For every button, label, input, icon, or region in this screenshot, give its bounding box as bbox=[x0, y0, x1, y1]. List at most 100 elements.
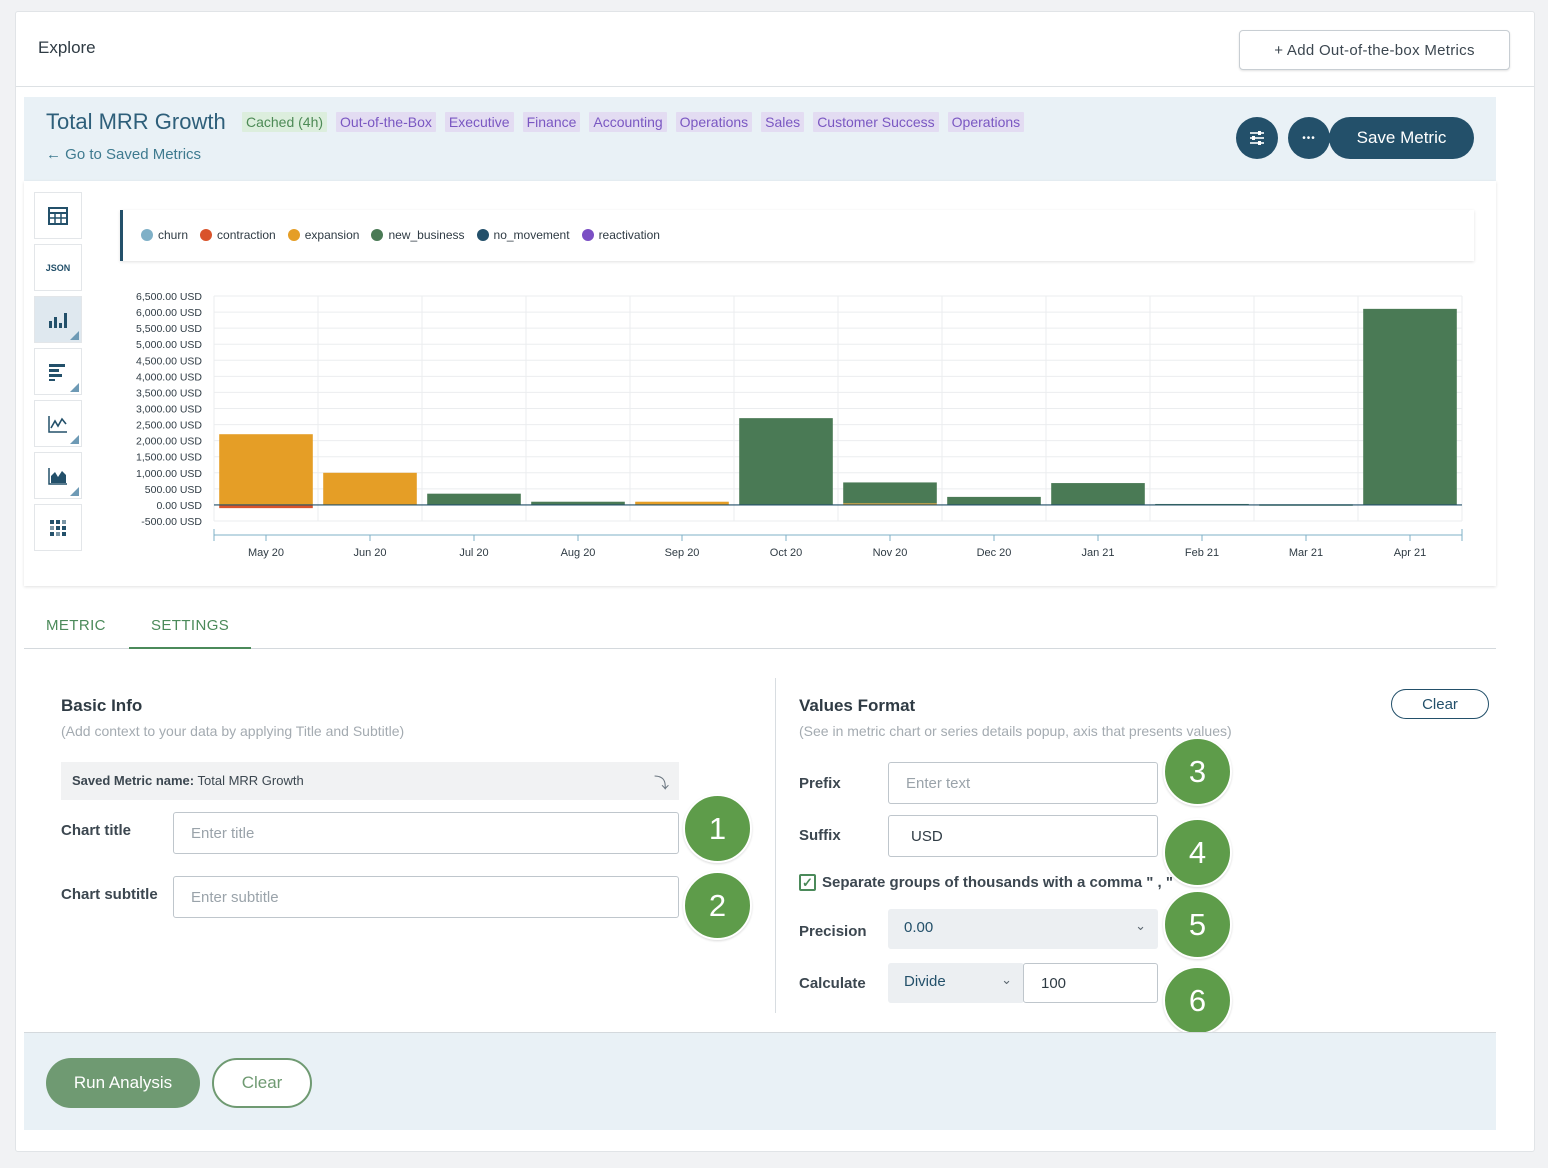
calculate-operation-select[interactable]: Divide ⌄ bbox=[888, 963, 1024, 1003]
callout-badge-6: 6 bbox=[1163, 966, 1232, 1035]
chart-subtitle-input[interactable] bbox=[173, 876, 679, 918]
tag[interactable]: Operations bbox=[947, 112, 1025, 132]
tab-metric[interactable]: METRIC bbox=[46, 617, 106, 634]
x-tick-label: Mar 21 bbox=[1289, 547, 1323, 559]
area-chart-view-button[interactable] bbox=[34, 452, 82, 499]
table-icon bbox=[48, 206, 68, 225]
legend-item-reactivation[interactable]: reactivation bbox=[581, 228, 660, 242]
callout-badge-1: 1 bbox=[683, 794, 752, 863]
chart-title-label: Chart title bbox=[61, 822, 132, 839]
tag-list: Cached (4h) Out-of-the-Box Executive Fin… bbox=[242, 112, 1025, 132]
saved-metric-name: Saved Metric name: Total MRR Growth ⤵ bbox=[61, 762, 679, 800]
x-tick-label: May 20 bbox=[248, 547, 284, 559]
legend-item-expansion[interactable]: expansion bbox=[287, 228, 359, 242]
footer-clear-button[interactable]: Clear bbox=[212, 1058, 312, 1108]
add-oob-metrics-button[interactable]: + Add Out-of-the-box Metrics bbox=[1239, 30, 1510, 70]
thousands-separator-option[interactable]: ✓ Separate groups of thousands with a co… bbox=[799, 874, 1173, 891]
legend-dot bbox=[371, 229, 384, 241]
calculate-value-input[interactable] bbox=[1023, 963, 1158, 1003]
chevron-down-icon: ⌄ bbox=[1135, 918, 1146, 933]
arrow-down-icon[interactable]: ⤵ bbox=[653, 775, 669, 792]
metric-title: Total MRR Growth bbox=[46, 109, 226, 134]
tag[interactable]: Executive bbox=[444, 112, 514, 132]
y-tick-label: 5,000.00 USD bbox=[136, 339, 202, 351]
bar-new_business bbox=[1051, 483, 1145, 505]
tag[interactable]: Accounting bbox=[589, 112, 667, 132]
legend-label: new_business bbox=[388, 228, 465, 242]
horizontal-bar-view-button[interactable] bbox=[34, 348, 82, 395]
tag[interactable]: Out-of-the-Box bbox=[336, 112, 436, 132]
bar-new_business bbox=[427, 493, 521, 505]
y-tick-label: 2,000.00 USD bbox=[136, 436, 202, 448]
line-chart-view-button[interactable] bbox=[34, 400, 82, 447]
tag[interactable]: Finance bbox=[522, 112, 581, 132]
horizontal-bar-icon bbox=[49, 363, 65, 381]
y-tick-label: 5,500.00 USD bbox=[136, 323, 202, 335]
legend-dot bbox=[200, 229, 213, 241]
tag-cached: Cached (4h) bbox=[242, 112, 328, 132]
more-icon: ••• bbox=[1302, 132, 1316, 144]
bar-new_business bbox=[947, 496, 1041, 505]
column-divider bbox=[775, 678, 776, 1013]
json-view-button[interactable]: JSON bbox=[34, 244, 82, 291]
x-tick-label: Dec 20 bbox=[977, 547, 1012, 559]
legend-label: reactivation bbox=[598, 228, 660, 242]
precision-select[interactable]: 0.00 ⌄ bbox=[888, 909, 1158, 949]
suffix-input[interactable] bbox=[888, 815, 1158, 857]
heatmap-view-button[interactable] bbox=[34, 504, 82, 551]
metric-header: Total MRR Growth Cached (4h) Out-of-the-… bbox=[24, 97, 1496, 181]
legend-item-contraction[interactable]: contraction bbox=[200, 228, 276, 242]
json-icon: JSON bbox=[45, 262, 71, 273]
y-tick-label: 6,500.00 USD bbox=[136, 291, 202, 303]
chart-panel: JSON bbox=[24, 181, 1496, 586]
calculate-operation-value: Divide bbox=[904, 973, 946, 990]
legend-label: no_movement bbox=[493, 228, 570, 242]
bar-new_business bbox=[843, 482, 937, 504]
chart-title-input[interactable] bbox=[173, 812, 679, 854]
callout-badge-3: 3 bbox=[1163, 737, 1232, 806]
legend-item-churn[interactable]: churn bbox=[141, 228, 188, 242]
go-to-saved-metrics-link[interactable]: ← Go to Saved Metrics bbox=[46, 146, 202, 163]
legend-item-new_business[interactable]: new_business bbox=[371, 228, 465, 242]
values-format-clear-button[interactable]: Clear bbox=[1391, 689, 1489, 719]
callout-badge-4: 4 bbox=[1163, 818, 1232, 887]
legend-dot bbox=[476, 229, 489, 241]
bar-expansion bbox=[843, 503, 937, 505]
tag[interactable]: Operations bbox=[675, 112, 753, 132]
y-tick-label: 4,000.00 USD bbox=[136, 371, 202, 383]
top-bar: Explore + Add Out-of-the-box Metrics bbox=[16, 12, 1534, 87]
settings-sliders-button[interactable] bbox=[1236, 117, 1278, 159]
x-tick-label: Apr 21 bbox=[1394, 547, 1426, 559]
chart-subtitle-label: Chart subtitle bbox=[61, 886, 158, 903]
callout-badge-5: 5 bbox=[1163, 890, 1232, 959]
bar-new_business bbox=[531, 501, 625, 505]
footer-bar: Run Analysis Clear bbox=[24, 1032, 1496, 1130]
more-options-button[interactable]: ••• bbox=[1288, 117, 1330, 159]
chevron-down-icon: ⌄ bbox=[1001, 972, 1012, 987]
y-tick-label: 1,000.00 USD bbox=[136, 468, 202, 480]
tag[interactable]: Sales bbox=[761, 112, 805, 132]
sliders-icon bbox=[1250, 131, 1264, 145]
y-tick-label: 1,500.00 USD bbox=[136, 452, 202, 464]
bar-chart-view-button[interactable] bbox=[34, 296, 82, 343]
x-tick-label: Jun 20 bbox=[353, 547, 386, 559]
x-tick-label: Oct 20 bbox=[770, 547, 802, 559]
prefix-input[interactable] bbox=[888, 762, 1158, 804]
x-tick-label: Jul 20 bbox=[459, 547, 488, 559]
checkbox-checked-icon[interactable]: ✓ bbox=[799, 874, 816, 891]
bar-new_business bbox=[1363, 308, 1457, 505]
bar-contraction bbox=[219, 504, 313, 509]
values-format-title: Values Format bbox=[799, 696, 916, 715]
visualization-switcher: JSON bbox=[34, 192, 82, 556]
tag[interactable]: Customer Success bbox=[813, 112, 939, 132]
table-view-button[interactable] bbox=[34, 192, 82, 239]
bar-chart: 6,500.00 USD 6,000.00 USD 5,500.00 USD 5,00… bbox=[136, 291, 1463, 559]
run-analysis-button[interactable]: Run Analysis bbox=[46, 1058, 200, 1108]
y-tick-label: 6,000.00 USD bbox=[136, 307, 202, 319]
legend-items: churn contraction expansion new_business no_… bbox=[141, 228, 660, 242]
bar-chart-icon bbox=[49, 312, 67, 328]
save-metric-button[interactable]: Save Metric bbox=[1329, 117, 1474, 159]
calculate-label: Calculate bbox=[799, 975, 866, 992]
tab-settings[interactable]: SETTINGS bbox=[129, 617, 252, 649]
legend-item-no_movement[interactable]: no_movement bbox=[476, 228, 570, 242]
